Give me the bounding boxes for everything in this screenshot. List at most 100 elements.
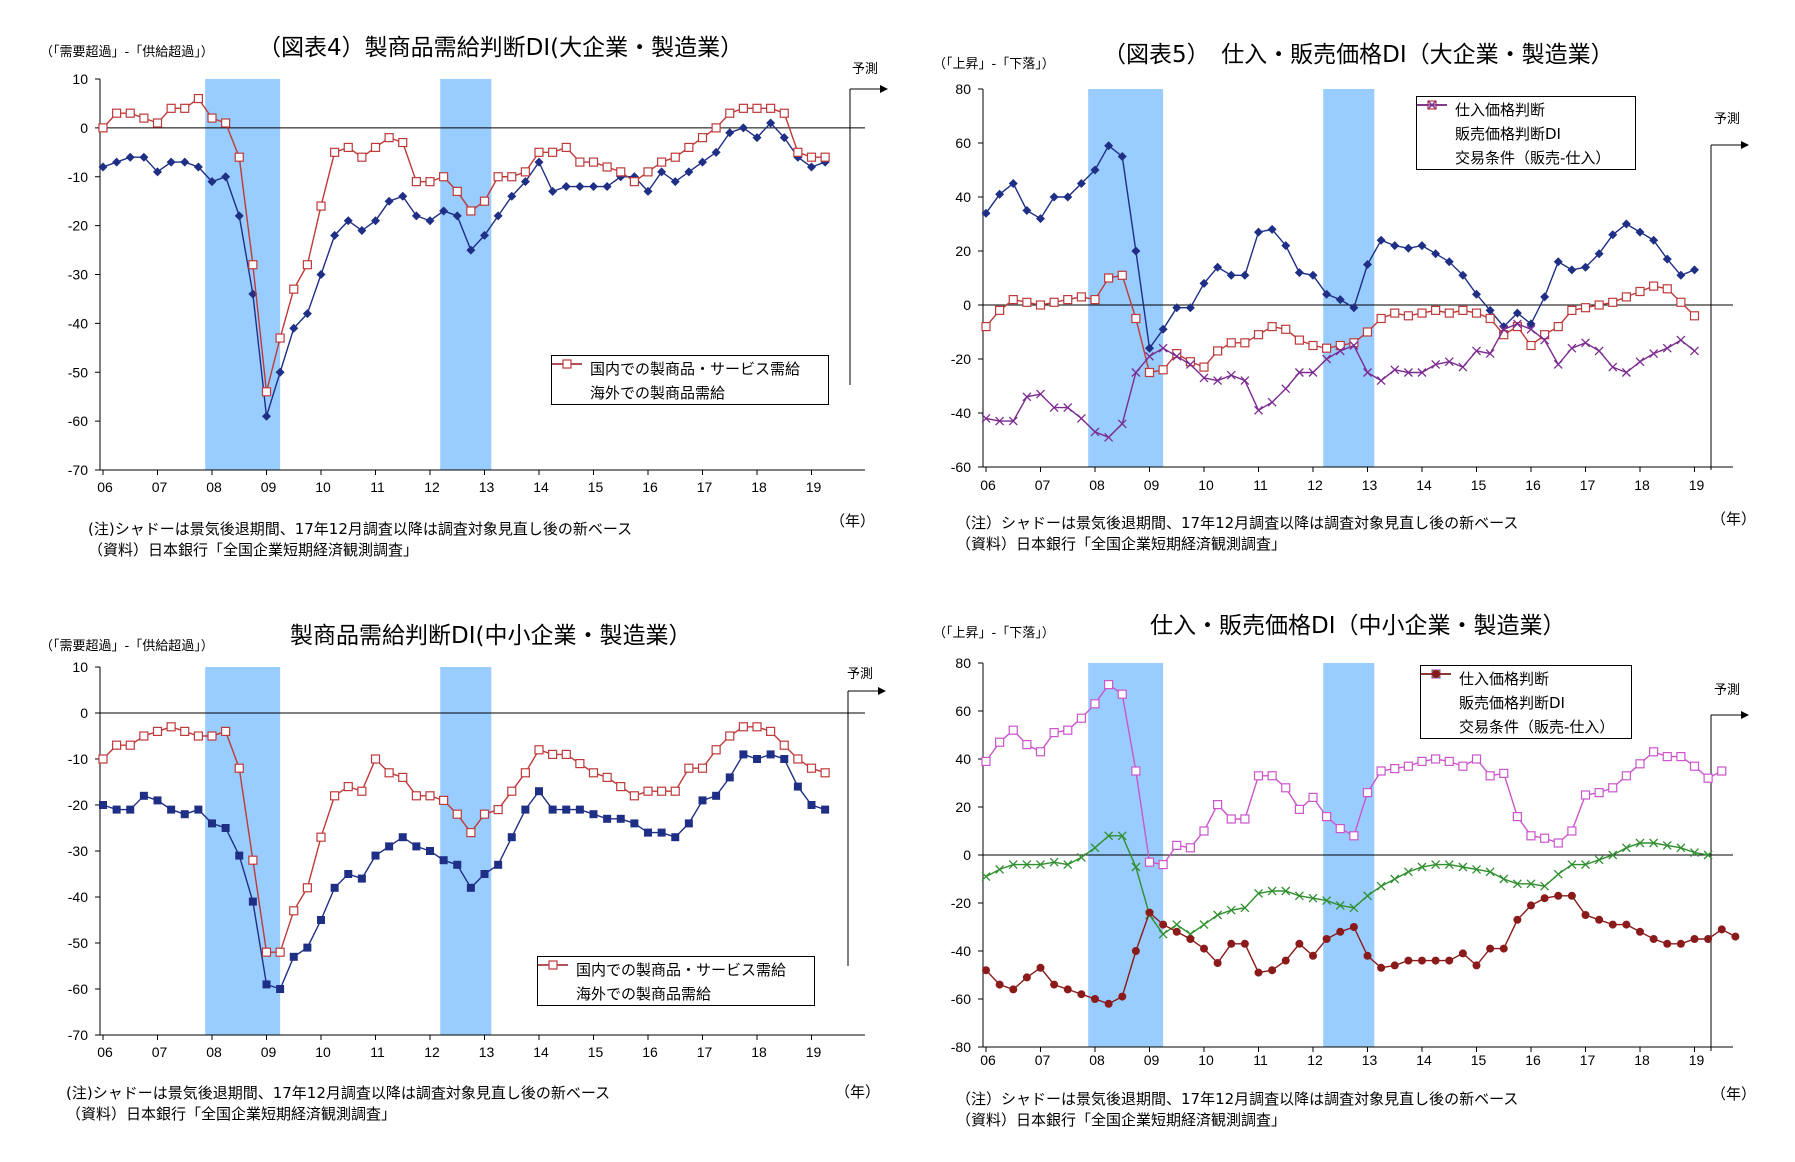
data-point (1308, 893, 1318, 903)
data-point (779, 740, 789, 750)
data-point (1472, 864, 1481, 874)
data-point (1471, 308, 1482, 318)
data-point (1472, 961, 1481, 970)
x-tick-label: 12 (424, 479, 440, 495)
chart-note: （注）シャドーは景気後退期間、17年12月調査以降は調査対象見直し後の新ベース (956, 1090, 1519, 1108)
y-axis-unit: （「上昇」-「下落」） (933, 626, 1055, 641)
data-point (493, 805, 503, 815)
data-point (1417, 241, 1427, 251)
data-point (385, 842, 394, 851)
data-point (343, 216, 353, 226)
data-point (1594, 788, 1604, 798)
data-point (1649, 838, 1659, 848)
data-point (1049, 403, 1059, 413)
data-point (766, 750, 775, 759)
data-point (1512, 308, 1522, 318)
data-point (520, 768, 530, 778)
data-point (1472, 346, 1481, 356)
data-point (603, 814, 612, 823)
data-point (1404, 956, 1413, 965)
y-tick-label: 20 (955, 799, 971, 815)
data-point (411, 211, 421, 221)
data-point (1403, 761, 1413, 771)
data-point (452, 186, 462, 197)
data-point (1621, 843, 1631, 853)
data-point (1117, 152, 1127, 161)
chart-panel-sme-price: 仕入・販売価格DI（中小企業・製造業） （「上昇」-「下落」） 予測 （年） （… (898, 581, 1795, 1162)
data-point (1608, 362, 1618, 372)
data-point (1540, 292, 1550, 302)
legend-item: 交易条件（販売-仕入） (1417, 100, 1635, 169)
data-point (1662, 254, 1672, 264)
data-point (1376, 235, 1386, 245)
data-point (1689, 761, 1700, 771)
data-point (1390, 308, 1400, 318)
data-point (261, 387, 272, 397)
data-point (739, 750, 748, 759)
data-point (1144, 857, 1155, 867)
data-point (995, 980, 1004, 989)
data-point (629, 791, 639, 801)
data-point (793, 147, 803, 157)
data-point (262, 980, 271, 989)
data-point (711, 147, 721, 157)
data-point (1512, 322, 1522, 332)
data-point (1294, 891, 1304, 901)
data-point (1376, 766, 1386, 776)
data-point (1281, 324, 1291, 334)
data-point (1608, 297, 1618, 307)
data-point (1349, 903, 1359, 913)
data-point (1308, 368, 1318, 377)
x-tick-label: 11 (1253, 477, 1268, 493)
data-point (1390, 874, 1400, 884)
legend-swatch (1417, 100, 1451, 141)
x-tick-label: 09 (1144, 477, 1160, 493)
data-point (302, 883, 312, 893)
data-point (995, 737, 1005, 747)
y-axis-unit: （「上昇」-「下落」） (933, 57, 1055, 72)
data-point (643, 186, 653, 196)
data-point (1608, 783, 1618, 793)
data-point (1309, 951, 1317, 960)
chart-panel-sme-supply-demand: 製商品需給判断DI(中小企業・製造業） （「需要超過」-「供給超過」） 予測 （… (0, 581, 897, 1162)
data-point (1199, 920, 1209, 930)
data-point (1581, 262, 1590, 272)
data-point (670, 177, 680, 187)
data-point (1063, 192, 1073, 202)
x-tick-label: 06 (97, 1044, 113, 1060)
data-point (139, 731, 149, 741)
data-point (738, 103, 748, 113)
legend-item: 国内での製商品・サービス需給 (538, 957, 814, 981)
data-point (1145, 343, 1154, 353)
data-point (1363, 951, 1372, 960)
data-point (1526, 879, 1536, 889)
x-tick-label: 10 (315, 1044, 331, 1060)
data-point (1676, 939, 1685, 948)
data-point (1403, 867, 1413, 877)
data-point (1703, 773, 1713, 783)
legend-label: 国内での製商品・サービス需給 (590, 359, 801, 378)
data-point (1063, 725, 1073, 735)
data-point (753, 755, 761, 763)
data-point (1431, 860, 1441, 870)
data-point (289, 284, 299, 294)
data-point (180, 157, 190, 167)
data-point (1254, 888, 1263, 898)
data-point (1335, 824, 1345, 834)
y-tick-label: 0 (963, 847, 971, 863)
x-tick-label: 17 (697, 1044, 713, 1060)
data-point (1213, 800, 1223, 810)
data-point (343, 142, 353, 153)
data-point (357, 874, 366, 883)
data-point (1267, 322, 1277, 332)
data-point (589, 182, 598, 192)
data-point (779, 108, 789, 118)
data-point (316, 270, 326, 279)
data-point (1676, 270, 1686, 280)
x-tick-label: 14 (1416, 477, 1432, 493)
data-point (1649, 281, 1659, 291)
data-point (657, 786, 667, 796)
y-axis-unit: （「需要超過」-「供給超過」） (40, 45, 214, 60)
data-point (112, 805, 121, 814)
legend-label: 交易条件（販売-仕入） (1459, 717, 1615, 736)
